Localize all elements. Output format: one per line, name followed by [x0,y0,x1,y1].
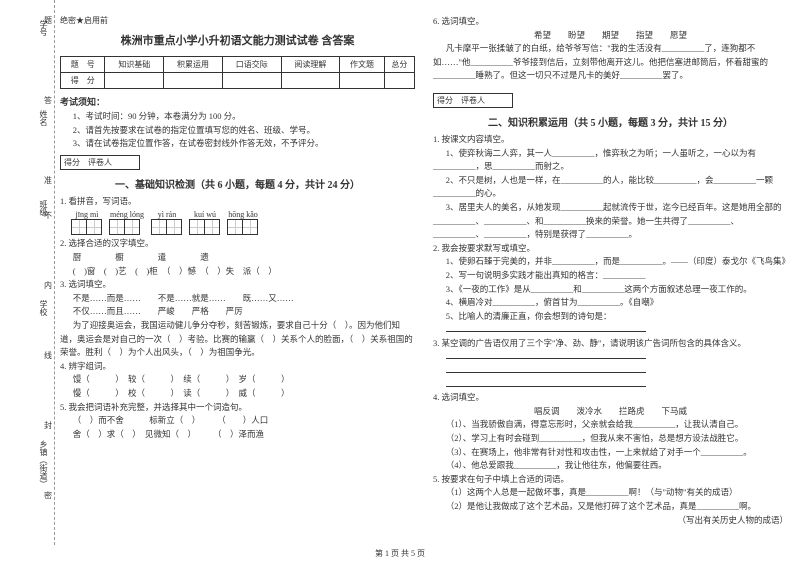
seal-marker: 准 [44,175,52,186]
s2q1-line: 1、使弈秋诲二人弈，其一人__________，惟弈秋之为听；一人虽听之，一心以… [433,147,788,174]
s2q5-label: 5. 按要求在句子中填上合适的词语。 [433,473,788,487]
q2-label: 2. 选择合适的汉字填空。 [60,237,415,251]
margin-field-town: 乡镇（街道） [38,440,49,488]
pinyin-text: yì rán [152,210,182,219]
s2q2-line: 2、写一句说明多实践才能出真知的格言：__________ [433,269,788,283]
q1-label: 1. 看拼音，写词语。 [60,195,415,209]
notice-head: 考试须知： [60,95,415,108]
pinyin-block: yì rán [152,210,182,235]
notice-item: 1、考试时间：90 分钟，本卷满分为 100 分。 [60,110,415,124]
q4-label: 4. 辨字组词。 [60,360,415,374]
s2q1-line: 3、居里夫人的美名，从她发现__________起就流传于世，迄今已经百年。这是… [433,201,788,242]
seal-marker: 封 [44,420,52,431]
blank-line [433,350,788,364]
seal-marker: 线 [44,350,52,361]
score-header: 总分 [384,57,414,73]
score-cell [281,73,340,89]
score-cell [105,73,164,89]
q3-line: 不是……而是…… 不是……就是…… 既……又…… [60,292,415,306]
q6-options: 希望 盼望 期望 指望 愿望 [433,29,788,43]
s2q3-label: 3. 某空调的广告语仅用了三个字"净、劲、静"，请说明该广告词所包含的具体含义。 [433,337,788,351]
q3-passage: 为了迎接奥运会，我国运动健儿争分夺秒，刻苦锻炼，要求自己十分（ ）。因为他们知道… [60,319,415,360]
pinyin-text: hōng kǎo [228,210,258,219]
seal-marker: 答 [44,95,52,106]
score-cell: 得 分 [61,73,105,89]
score-table: 题 号 知识基础 积累运用 口语交际 阅读理解 作文题 总分 得 分 [60,56,415,89]
q3-line: 不仅……而且…… 严峻 严格 严厉 [60,305,415,319]
q6-label: 6. 选词填空。 [433,15,788,29]
q5-line: （ ）而不舍 标新立（ ） （ ）人口 [60,414,415,428]
score-header: 积累运用 [164,57,223,73]
s2q2-line: 3、《一夜的工作》是从__________和__________这两个方面叙述总… [433,283,788,297]
score-header: 作文题 [340,57,384,73]
score-cell [164,73,223,89]
q5-label: 5. 我会把词语补充完整，并选择其中一个词造句。 [60,401,415,415]
notice-item: 2、请首先按要求在试卷的指定位置填写您的姓名、班级、学号。 [60,124,415,138]
seal-marker: 题 [44,15,52,26]
s2q4-line: （2）、学习上有时会碰到__________，但我从来不害怕，总是想方设法战胜它… [433,432,788,446]
s2q2-label: 2. 我会按要求默写或填空。 [433,242,788,256]
margin-field-name: 姓名 [38,110,49,126]
pinyin-block: jīng mì [72,210,102,235]
left-column: 绝密★启用前 株洲市重点小学小升初语文能力测试试卷 含答案 题 号 知识基础 积… [60,15,415,527]
s2q4-options: 唱反调 泼冷水 拦路虎 下马威 [433,405,788,419]
right-column: 6. 选词填空。 希望 盼望 期望 指望 愿望 凡卡摩平一张揉皱了的白纸，给爷爷… [433,15,788,527]
section-2-title: 二、知识积累运用（共 5 小题，每题 3 分，共计 15 分） [433,114,788,129]
blank-line [433,323,788,337]
s2q4-line: （3）、在赛场上，他非常有针对性和攻击性，一上来就给了对手一个_________… [433,446,788,460]
s2q4-line: （4）、他总爱跟我__________，我让他往东，他偏要往西。 [433,459,788,473]
pinyin-block: méng lóng [110,210,144,235]
q4-line: 慢（ ） 校（ ） 读（ ） 威（ ） [60,387,415,401]
s2q5-line: （写出有关历史人物的成语） [433,514,788,528]
pinyin-text: jīng mì [72,210,102,219]
q2-options: 厨 橱 遣 遗 [60,251,415,265]
score-cell [384,73,414,89]
score-header: 知识基础 [105,57,164,73]
secret-label: 绝密★启用前 [60,15,415,26]
blank-line [433,378,788,392]
grader-box: 得分 评卷人 [60,155,140,170]
page-footer: 第 1 页 共 5 页 [0,548,800,559]
s2q4-line: （1）、当我骄傲自满，得意忘形时，父亲就会给我__________，让我认清自己… [433,418,788,432]
score-header: 阅读理解 [281,57,340,73]
s2q4-label: 4. 选词填空。 [433,391,788,405]
pinyin-text: méng lóng [110,210,144,219]
seal-marker: 密 [44,490,52,501]
s2q1-line: 2、不只是树，人也是一样，在__________的人，能比较__________… [433,174,788,201]
q6-passage: 凡卡摩平一张揉皱了的白纸，给爷爷写信："我的生活没有__________了，连狗… [433,42,788,83]
seal-marker: 不 [44,210,52,221]
s2q5-line: （1）这两个人总是一起做坏事，真是__________啊！（与"动物"有关的成语… [433,486,788,500]
pinyin-block: kuí wú [190,210,220,235]
s2q2-line: 1、使卵石臻于完美的，并非__________，而是__________。——（… [433,255,788,269]
seal-marker: 内 [44,280,52,291]
pinyin-row: jīng mì méng lóng yì rán kuí wú hōng kǎo [72,210,415,235]
score-cell [222,73,281,89]
q2-blanks: ( )窗 ( )艺 ( )柜 （ ）憾 （ ）失 派（ ） [60,265,415,279]
pinyin-block: hōng kǎo [228,210,258,235]
pinyin-text: kuí wú [190,210,220,219]
margin-field-school: 学校 [38,300,49,316]
q3-label: 3. 选词填空。 [60,278,415,292]
s2q5-line: （2）是他让我做成了这个艺术品，又是他打碎了这个艺术品，真是__________… [433,500,788,514]
exam-title: 株洲市重点小学小升初语文能力测试试卷 含答案 [60,32,415,48]
q5-line: 舍（ ）求（ ） 见微知（ ） （ ）泽而渔 [60,428,415,442]
s2q2-line: 5、比喻人的清廉正直，你会想到的诗句是： [433,310,788,324]
s2q1-label: 1. 按课文内容填空。 [433,133,788,147]
score-header: 口语交际 [222,57,281,73]
page-content: 绝密★启用前 株洲市重点小学小升初语文能力测试试卷 含答案 题 号 知识基础 积… [60,15,790,527]
notice-item: 3、请在试卷指定位置作答，在试卷密封线外作答无效，不予评分。 [60,137,415,151]
score-header: 题 号 [61,57,105,73]
binding-margin: 学号 姓名 班级 学校 乡镇（街道） 题 答 准 不 内 线 封 密 [0,0,55,545]
score-cell [340,73,384,89]
section-1-title: 一、基础知识检测（共 6 小题，每题 4 分，共计 24 分） [60,176,415,191]
q4-line: 馒（ ） 较（ ） 续（ ） 岁（ ） [60,373,415,387]
blank-line [433,364,788,378]
s2q2-line: 4、横眉冷对__________，俯首甘为__________。《自嘲》 [433,296,788,310]
grader-box: 得分 评卷人 [433,93,513,108]
